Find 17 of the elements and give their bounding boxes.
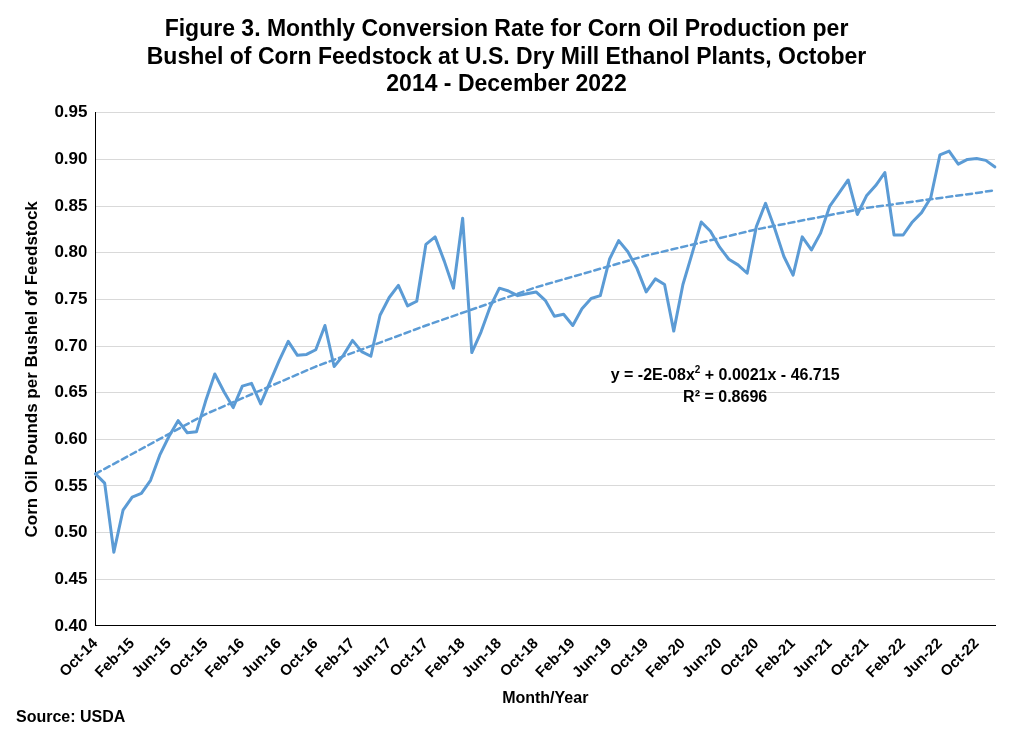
y-tick-label: 0.70 (54, 335, 88, 355)
y-axis-title: Corn Oil Pounds per Bushel of Feedstock (21, 200, 41, 538)
y-tick-label: 0.80 (54, 242, 88, 262)
x-axis-title: Month/Year (502, 688, 589, 706)
y-tick-label: 0.45 (54, 568, 88, 588)
y-tick-label: 0.85 (54, 195, 88, 215)
source-note: Source: USDA (16, 708, 126, 725)
y-tick-label: 0.65 (54, 382, 88, 402)
y-tick-label: 0.90 (54, 149, 88, 169)
y-tick-label: 0.50 (54, 522, 88, 542)
annotation: R² = 0.8696 (683, 387, 768, 405)
y-tick-label: 0.60 (54, 429, 88, 448)
y-tick-label: 0.40 (54, 615, 88, 635)
y-tick-label: 0.55 (54, 475, 88, 495)
y-tick-label: 0.95 (54, 102, 88, 122)
chart-title: Figure 3. Monthly Conversion Rate for Corn Oil Production per Bushel of Corn Feedstock at U.S. Dry Mill Ethanol Plants, October 2014 - December 2022 (146, 15, 867, 97)
y-tick-label: 0.75 (54, 289, 88, 309)
